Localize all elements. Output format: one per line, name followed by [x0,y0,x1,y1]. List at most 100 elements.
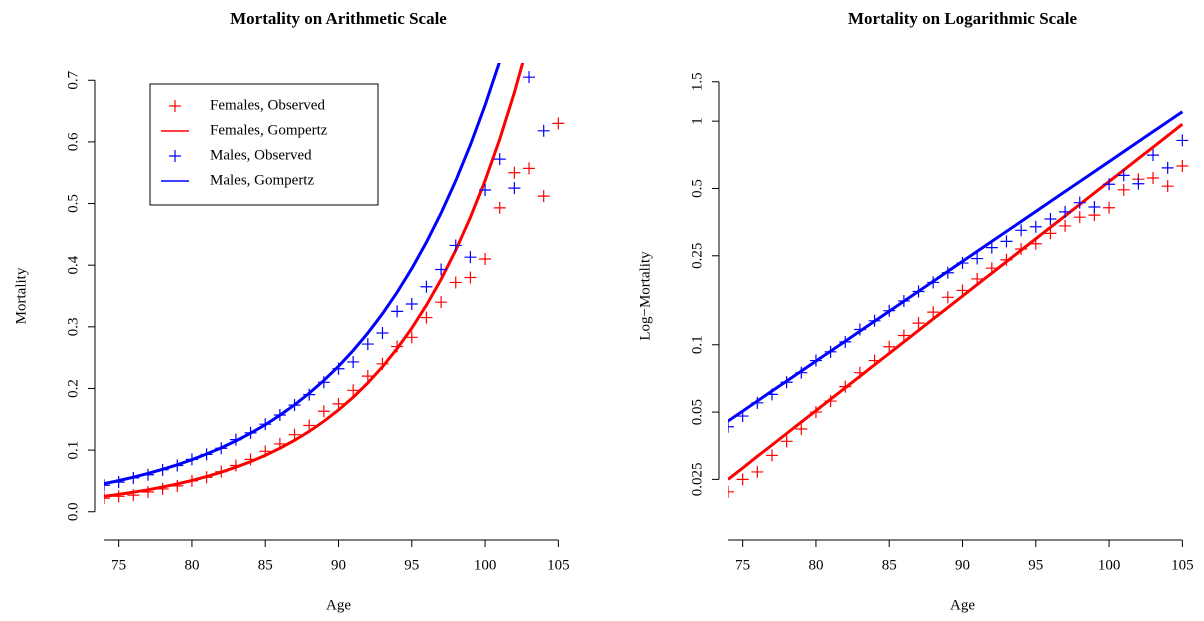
observed-point [361,338,374,351]
observed-point [1176,160,1189,173]
y-axis-label: Mortality [13,267,29,324]
observed-point [317,405,330,418]
legend-label: Females, Observed [210,97,325,113]
observed-point [780,435,793,448]
observed-point [897,329,910,342]
observed-point [141,486,154,499]
observed-point [1073,211,1086,224]
observed-point [435,296,448,309]
observed-point [1117,183,1130,196]
observed-point [765,449,778,462]
y-tick-label: 0.5 [65,194,81,213]
y-tick-label: 0.1 [65,441,81,460]
legend-box [149,83,379,206]
x-tick-label: 90 [331,557,346,573]
observed-point [1044,227,1057,240]
gompertz-line [728,110,1184,423]
observed-point [464,251,477,264]
y-tick-label: 1.5 [689,72,705,91]
x-tick-label: 100 [474,557,497,573]
observed-point [479,183,492,196]
observed-point [104,479,110,492]
observed-point [985,241,998,254]
observed-point [728,420,734,433]
legend: Females, Observed Females, Gompertz Males,… [149,83,379,206]
observed-point [1161,161,1174,174]
y-tick-label: 0.2 [65,379,81,398]
observed-point [493,201,506,214]
observed-point [1000,235,1013,248]
observed-point [405,331,418,344]
panel: Mortality on Arithmetic Scale Age Mortalit… [13,9,570,614]
legend-label: Females, Gompertz [210,122,328,138]
y-axis-label: Log−Mortality [637,251,653,341]
y-tick-label: 0.6 [65,132,81,151]
x-tick-label: 85 [258,557,273,573]
observed-point [971,252,984,265]
observed-point [347,384,360,397]
gompertz-line [104,63,501,486]
observed-point [728,485,734,498]
x-tick-label: 75 [735,557,750,573]
observed-point [361,370,374,383]
observed-point [1088,201,1101,214]
x-tick-label: 95 [404,557,419,573]
observed-point [347,355,360,368]
observed-point [1161,180,1174,193]
observed-point [303,419,316,432]
observed-point [1015,224,1028,237]
observed-point [508,182,521,195]
legend-label: Males, Gompertz [210,172,314,188]
observed-point [523,162,536,175]
observed-point [1059,205,1072,218]
observed-point [479,253,492,266]
x-axis-label: Age [326,597,351,613]
observed-point [1073,196,1086,209]
observed-point [332,397,345,410]
observed-point [795,423,808,436]
observed-point [405,298,418,311]
observed-point [435,263,448,276]
legend-label: Males, Observed [210,147,312,163]
y-tick-label: 0.25 [689,243,705,269]
observed-point [1117,169,1130,182]
observed-point [449,276,462,289]
observed-point [883,340,896,353]
x-tick-label: 85 [882,557,897,573]
observed-point [493,153,506,166]
x-tick-label: 75 [111,557,126,573]
legend-symbol [169,100,181,112]
observed-point [1044,213,1057,226]
x-tick-label: 105 [1171,557,1194,573]
observed-point [104,492,110,505]
y-tick-label: 0.0 [65,502,81,521]
chart-title: Mortality on Arithmetic Scale [230,9,447,28]
observed-point [941,291,954,304]
x-tick-label: 90 [955,557,970,573]
observed-point [912,317,925,330]
x-tick-label: 80 [184,557,199,573]
observed-point [927,306,940,319]
chart-title: Mortality on Logarithmic Scale [848,9,1077,28]
observed-point [449,239,462,252]
y-tick-label: 0.025 [689,463,705,497]
observed-point [537,190,550,203]
y-tick-label: 0.05 [689,399,705,425]
observed-point [391,305,404,318]
x-tick-label: 105 [547,557,570,573]
plot-area [728,110,1189,498]
observed-point [508,166,521,179]
observed-point [1147,171,1160,184]
y-tick-label: 0.7 [65,70,81,89]
observed-point [1029,220,1042,233]
observed-point [1059,219,1072,232]
gompertz-line [104,63,525,498]
observed-point [552,117,565,130]
observed-point [1132,177,1145,190]
observed-point [537,124,550,137]
y-tick-label: 0.1 [689,335,705,354]
observed-point [420,311,433,324]
gompertz-line [728,123,1184,481]
legend-symbol [169,150,181,162]
